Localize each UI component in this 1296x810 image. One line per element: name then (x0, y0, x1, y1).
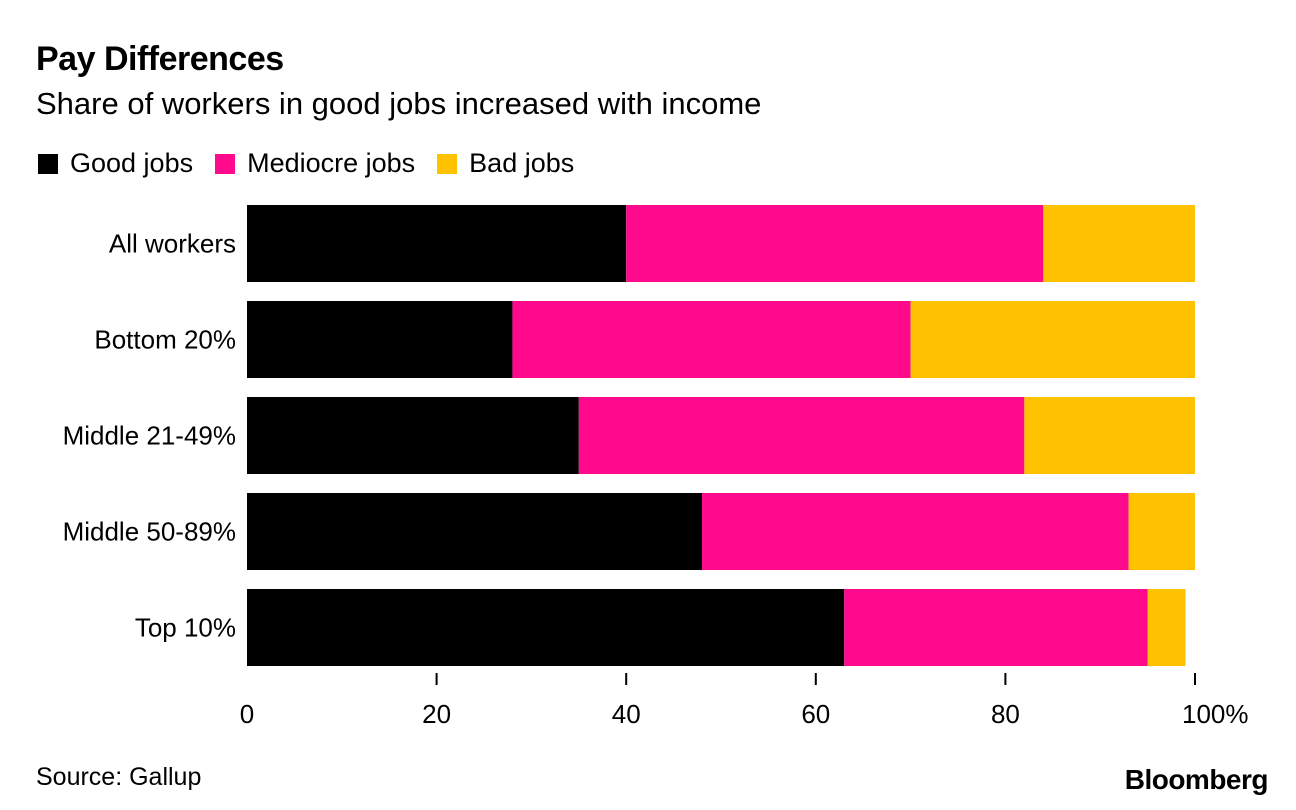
legend-item-good-jobs: Good jobs (38, 148, 193, 179)
source-note: Source: Gallup (36, 763, 202, 791)
x-tick-label-80: 80 (991, 699, 1020, 729)
bar-all-workers-bad-jobs (1043, 205, 1195, 282)
bar-middle-21-49-bad-jobs (1024, 397, 1195, 474)
legend-label-good-jobs: Good jobs (70, 148, 194, 178)
bar-middle-50-89-bad-jobs (1128, 493, 1195, 570)
x-tick-label-100: 100% (1182, 699, 1249, 729)
legend-swatch-mediocre-jobs (215, 153, 236, 174)
bar-all-workers-mediocre-jobs (626, 205, 1044, 282)
bar-top-10-bad-jobs (1147, 589, 1186, 666)
legend-item-bad-jobs: Bad jobs (437, 148, 574, 179)
bar-top-10-mediocre-jobs (844, 589, 1148, 666)
legend-swatch-bad-jobs (437, 153, 458, 174)
bar-bottom-20-mediocre-jobs (512, 301, 911, 378)
category-label-middle-50-89: Middle 50-89% (63, 517, 236, 547)
x-tick-label-20: 20 (422, 699, 451, 729)
bar-middle-50-89-mediocre-jobs (702, 493, 1129, 570)
bar-bottom-20-good-jobs (247, 301, 513, 378)
bar-middle-21-49-good-jobs (247, 397, 579, 474)
category-label-all-workers: All workers (109, 229, 236, 259)
chart-title: Pay Differences (36, 40, 284, 78)
bar-all-workers-good-jobs (247, 205, 627, 282)
bar-bottom-20-bad-jobs (910, 301, 1195, 378)
category-label-middle-21-49: Middle 21-49% (63, 421, 236, 451)
chart-subtitle: Share of workers in good jobs increased … (36, 86, 762, 121)
category-label-bottom-20: Bottom 20% (94, 325, 236, 355)
legend-item-mediocre-jobs: Mediocre jobs (215, 148, 415, 179)
legend-label-mediocre-jobs: Mediocre jobs (247, 148, 416, 178)
bar-middle-50-89-good-jobs (247, 493, 703, 570)
bar-middle-21-49-mediocre-jobs (578, 397, 1025, 474)
chart-legend: Good jobs Mediocre jobs Bad jobs (38, 148, 596, 179)
x-tick-label-60: 60 (801, 699, 830, 729)
x-tick-label-0: 0 (240, 699, 254, 729)
legend-label-bad-jobs: Bad jobs (469, 148, 575, 178)
legend-swatch-good-jobs (38, 153, 58, 174)
bar-top-10-good-jobs (247, 589, 845, 666)
bloomberg-logo: Bloomberg (1124, 764, 1269, 795)
category-label-top-10: Top 10% (135, 613, 236, 643)
x-tick-label-40: 40 (612, 699, 641, 729)
